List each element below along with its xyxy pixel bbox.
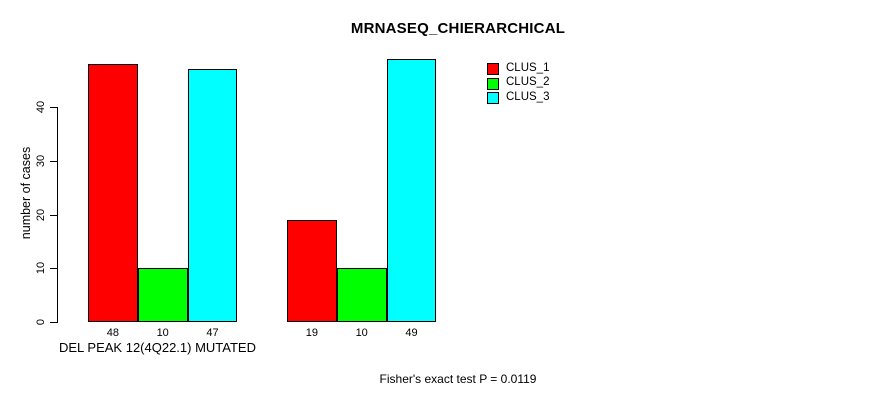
y-axis-tick [50,322,57,323]
y-axis-label: number of cases [19,146,33,240]
bar-value-label: 10 [355,327,368,339]
bar-clus_2-group1 [137,268,188,322]
legend-swatch-clus_2 [487,77,499,90]
bar-clus_2-group2 [336,268,387,322]
y-axis-tick [50,160,57,162]
legend-label-clus_2: CLUS_2 [506,76,550,88]
y-axis-tick [50,214,57,216]
bar-value-label: 10 [156,327,169,339]
y-axis-tick [50,268,57,270]
y-axis-tick-label: 30 [35,154,47,167]
bar-value-label: 49 [405,327,418,339]
y-axis-tick-label: 0 [35,318,47,326]
bar-clus_3-group2 [386,58,437,322]
legend-swatch-clus_3 [487,92,499,104]
bar-clus_1-group1 [88,64,138,322]
bar-value-label: 19 [305,327,319,339]
y-axis-tick-label: 10 [35,262,47,275]
bar-value-label: 47 [206,327,219,339]
annotation-text: Fisher's exact test P = 0.0119 [379,372,537,386]
y-axis-tick-label: 20 [35,208,47,221]
legend-swatch-clus_1 [487,63,499,75]
bar-clus_3-group1 [187,69,238,322]
y-axis-tick-label: 40 [35,100,47,114]
legend-label-clus_3: CLUS_3 [506,90,550,103]
legend-label-clus_1: CLUS_1 [506,61,550,74]
chart-title: MRNASEQ_CHIERARCHICAL [350,20,566,37]
x-axis-label: DEL PEAK 12(4Q22.1) MUTATED [59,340,256,355]
y-axis-line [57,107,58,323]
y-axis-tick [50,107,57,108]
bar-value-label: 48 [106,327,120,339]
bar-clus_1-group2 [287,219,337,322]
